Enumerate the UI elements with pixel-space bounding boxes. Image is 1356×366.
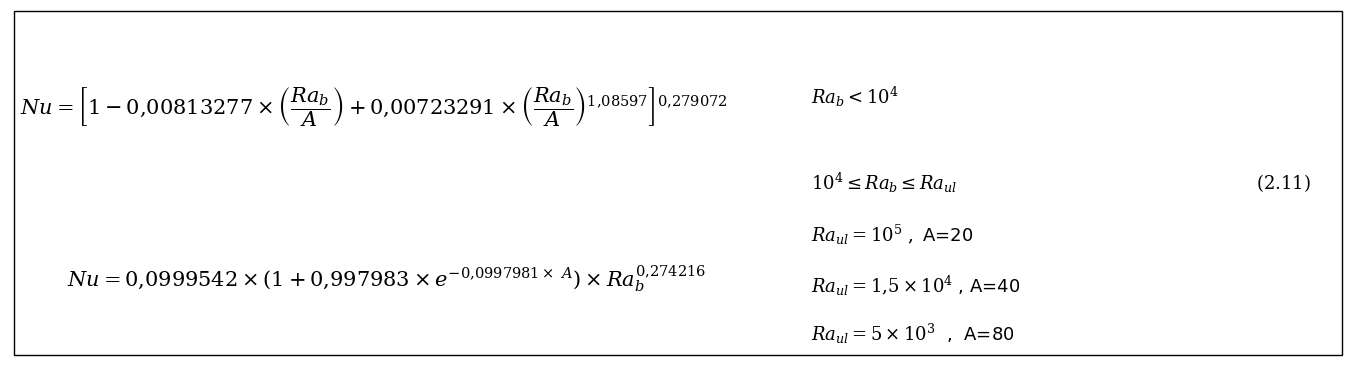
Text: $10^4 \leq Ra_b \leq Ra_{ul}$: $10^4 \leq Ra_b \leq Ra_{ul}$	[811, 171, 957, 195]
Text: $Nu = 0{,}0999542\times\left(1+0{,}997983\times e^{-0{,}0997981\times\ A}\right): $Nu = 0{,}0999542\times\left(1+0{,}99798…	[66, 264, 706, 295]
Text: $Nu = \left[1 - 0{,}00813277\times\left(\dfrac{Ra_b}{A}\right)+0{,}00723291\time: $Nu = \left[1 - 0{,}00813277\times\left(…	[20, 85, 728, 129]
Text: $Ra_b < 10^4$: $Ra_b < 10^4$	[811, 85, 899, 109]
Text: $Ra_{ul} = 10^5$$\mathit{\ ,\ }$A=20: $Ra_{ul} = 10^5$$\mathit{\ ,\ }$A=20	[811, 223, 974, 247]
Text: $Ra_{ul}$$=5\times10^3$  ,  A=80: $Ra_{ul}$$=5\times10^3$ , A=80	[811, 322, 1014, 347]
Text: $(2.11)$: $(2.11)$	[1256, 172, 1311, 194]
Text: $Ra_{ul}$$=1{,}5\times10^4$ , A=40: $Ra_{ul}$$=1{,}5\times10^4$ , A=40	[811, 274, 1020, 298]
